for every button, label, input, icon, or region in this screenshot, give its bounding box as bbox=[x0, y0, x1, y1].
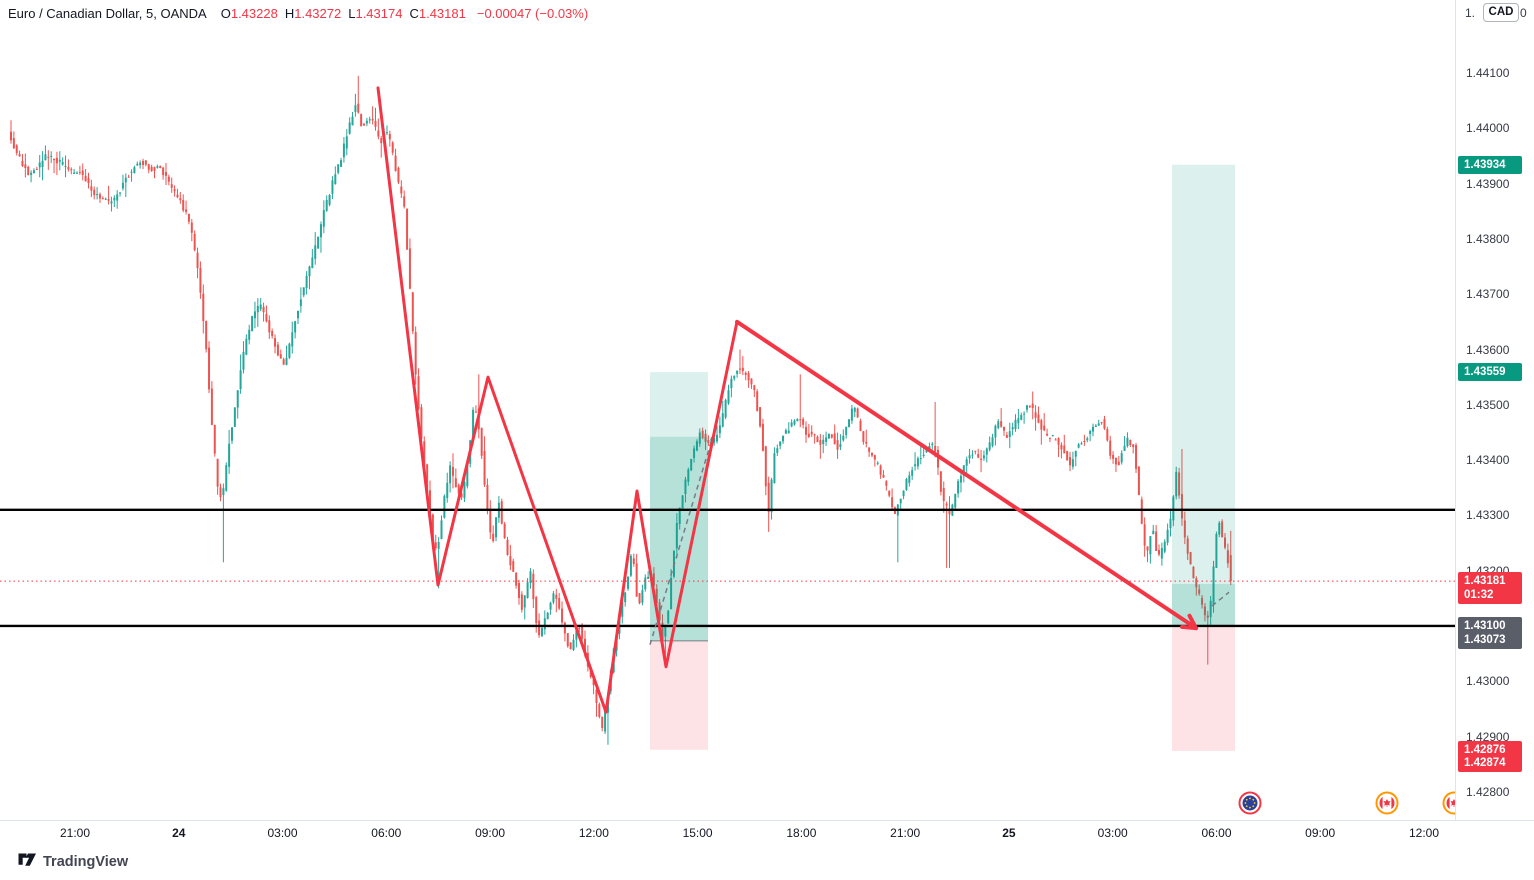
price-tick-partial-left: 1. bbox=[1465, 6, 1476, 20]
time-tick: 03:00 bbox=[1097, 826, 1128, 840]
time-tick: 21:00 bbox=[890, 826, 921, 840]
price-tick: 1.43700 bbox=[1466, 287, 1510, 302]
time-tick: 24 bbox=[172, 826, 186, 840]
tradingview-logo[interactable]: TradingView bbox=[18, 853, 128, 870]
ohlc-pair: L1.43174 bbox=[348, 6, 403, 21]
chart-canvas[interactable] bbox=[0, 0, 1455, 820]
position-stop-zone bbox=[1172, 625, 1235, 751]
price-tick: 1.43300 bbox=[1466, 508, 1510, 523]
target-axis-label: 1.43559 bbox=[1458, 363, 1522, 382]
time-tick: 09:00 bbox=[1305, 826, 1336, 840]
time-tick: 12:00 bbox=[1408, 826, 1440, 840]
canada-flag-event-icon[interactable] bbox=[1442, 791, 1456, 815]
price-tick: 1.42900 bbox=[1466, 729, 1510, 744]
dashed-pattern-lines[interactable] bbox=[649, 435, 1230, 645]
economic-event-icons bbox=[1238, 791, 1456, 815]
price-tick: 1.42800 bbox=[1466, 784, 1510, 799]
ohlc-pair: O1.43228 bbox=[220, 6, 278, 21]
long-position-tools[interactable] bbox=[650, 164, 1235, 751]
price-tick: 1.44000 bbox=[1466, 121, 1510, 136]
last-price-countdown-axis-label: 1.43181 01:32 bbox=[1458, 572, 1522, 605]
candles-layer bbox=[10, 75, 1232, 745]
time-tick: 06:00 bbox=[371, 826, 402, 840]
price-tick: 1.43500 bbox=[1466, 397, 1510, 412]
ohlc-pair: H1.43272 bbox=[284, 6, 342, 21]
price-tick: 1.43400 bbox=[1466, 453, 1510, 467]
time-tick: 15:00 bbox=[682, 826, 713, 840]
symbol-legend: Euro / Canadian Dollar, 5, OANDA O1.4322… bbox=[8, 6, 588, 21]
price-axis[interactable]: 1. 0 CAD 1.44100 1.44000 1.43900 1.43800 1.4… bbox=[1455, 0, 1534, 820]
time-tick: 25 bbox=[1002, 826, 1016, 840]
tradingview-logo-icon bbox=[18, 853, 36, 866]
position-profit-zone bbox=[1172, 164, 1235, 626]
time-tick: 12:00 bbox=[578, 826, 609, 840]
trend-line-drawings[interactable] bbox=[376, 86, 1198, 714]
price-tick: 1.43800 bbox=[1466, 231, 1510, 246]
price-tick: 1.43600 bbox=[1466, 342, 1510, 357]
time-tick: 18:00 bbox=[786, 826, 817, 840]
ohlc-values: O1.43228 H1.43272 L1.43174 C1.43181 bbox=[221, 6, 473, 21]
tradingview-logo-text: TradingView bbox=[43, 853, 129, 870]
time-axis[interactable]: 21:00 24 03:00 06:00 09:00 12:00 15:00 18:00 21:… bbox=[0, 820, 1534, 847]
price-tick: 1.43900 bbox=[1466, 176, 1510, 191]
symbol-title[interactable]: Euro / Canadian Dollar, 5, OANDA bbox=[8, 6, 207, 21]
price-tick: 1.44100 bbox=[1466, 66, 1510, 80]
time-tick: 09:00 bbox=[475, 826, 506, 840]
horizontal-line-drawings[interactable] bbox=[0, 508, 1455, 628]
time-tick: 06:00 bbox=[1201, 826, 1232, 840]
eu-flag-event-icon[interactable] bbox=[1238, 791, 1262, 815]
currency-toggle-button[interactable]: CAD bbox=[1483, 3, 1519, 22]
position-stop-zone bbox=[650, 640, 708, 750]
ohlc-pair: C1.43181 bbox=[409, 6, 466, 21]
price-tick: 1.43000 bbox=[1466, 674, 1510, 689]
price-tick-partial-right: 0 bbox=[1520, 6, 1527, 20]
entry-levels-axis-label: 1.43100 1.43073 bbox=[1458, 616, 1522, 649]
time-tick: 03:00 bbox=[267, 826, 298, 840]
canada-flag-event-icon[interactable] bbox=[1375, 791, 1399, 815]
target-axis-label: 1.43934 bbox=[1458, 155, 1522, 174]
change-value: −0.00047 (−0.03%) bbox=[476, 6, 589, 21]
time-tick: 21:00 bbox=[59, 826, 91, 840]
stop-axis-label: 1.42874 bbox=[1458, 753, 1522, 772]
